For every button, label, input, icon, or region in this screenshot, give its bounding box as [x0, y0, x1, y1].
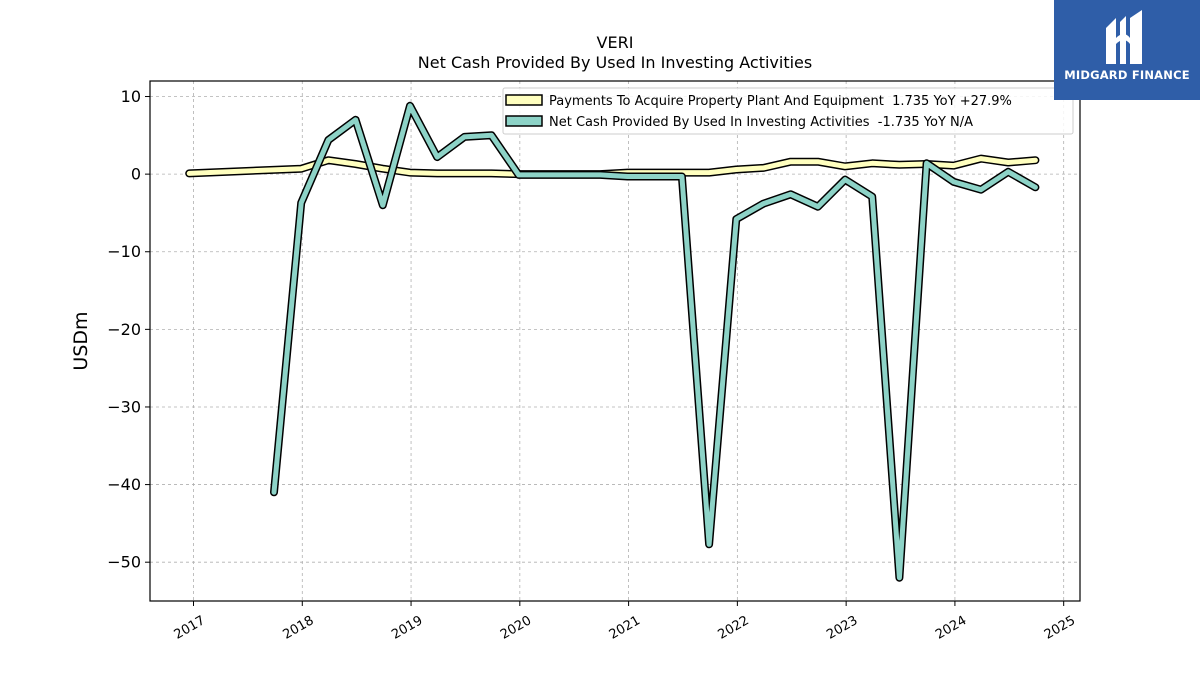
legend-label: Net Cash Provided By Used In Investing A…	[549, 115, 973, 130]
x-tick-label: 2021	[607, 613, 643, 643]
legend-swatch	[505, 94, 543, 106]
x-tick-label: 2019	[389, 613, 425, 643]
plot-frame	[149, 80, 1081, 602]
y-tick-label: −50	[107, 553, 141, 572]
legend: Payments To Acquire Property Plant And E…	[502, 87, 1074, 135]
logo-text: MIDGARD FINANCE	[1064, 68, 1190, 82]
chart-title: VERI	[597, 33, 634, 52]
legend-frame	[502, 87, 1074, 135]
x-tick-label: 2018	[280, 613, 316, 643]
midgard-logo-icon	[1106, 10, 1142, 64]
chart-subtitle: Net Cash Provided By Used In Investing A…	[418, 53, 812, 72]
y-tick-label: −30	[107, 397, 141, 416]
y-axis-label: USDm	[70, 311, 92, 370]
y-tick-label: 0	[131, 165, 141, 184]
x-tick-label: 2022	[716, 613, 752, 643]
x-tick-label: 2024	[933, 613, 969, 643]
y-tick-label: −10	[107, 242, 141, 261]
x-tick-label: 2023	[824, 613, 860, 643]
series-line	[271, 103, 1038, 581]
legend-swatch	[505, 115, 543, 127]
y-tick-label: 10	[121, 87, 141, 106]
x-tick-label: 2017	[172, 613, 208, 643]
series-lines	[185, 101, 1040, 582]
y-tick-label: −20	[107, 320, 141, 339]
y-tick-label: −40	[107, 475, 141, 494]
legend-label: Payments To Acquire Property Plant And E…	[549, 94, 1012, 109]
midgard-finance-logo: MIDGARD FINANCE	[1054, 0, 1200, 100]
x-tick-label: 2020	[498, 613, 534, 643]
x-tick-label: 2025	[1042, 613, 1078, 643]
